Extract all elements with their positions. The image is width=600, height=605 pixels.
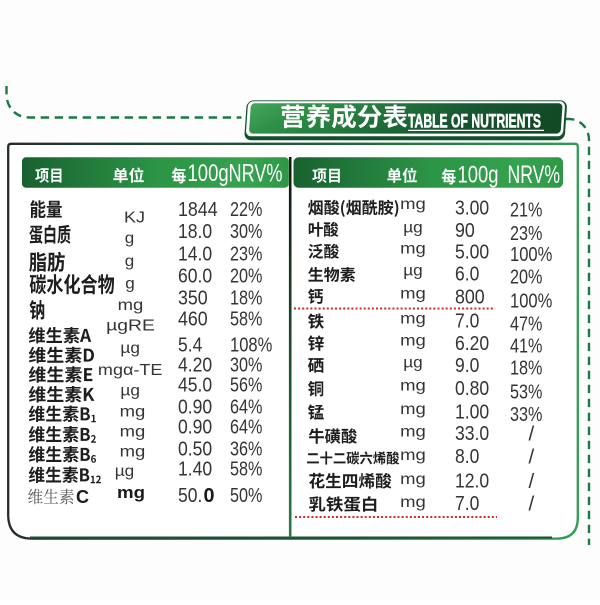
svg-text:mg: mg bbox=[400, 196, 426, 213]
svg-text:0.80: 0.80 bbox=[455, 377, 489, 400]
svg-text:mg: mg bbox=[120, 423, 146, 440]
svg-text:/: / bbox=[529, 446, 535, 469]
svg-text:18%: 18% bbox=[510, 357, 542, 380]
svg-text:/: / bbox=[529, 470, 535, 493]
svg-text:58%: 58% bbox=[230, 308, 262, 331]
svg-text:mg: mg bbox=[400, 423, 426, 440]
svg-text:0: 0 bbox=[204, 484, 215, 507]
svg-text:14.0: 14.0 bbox=[178, 243, 212, 266]
svg-text:mg: mg bbox=[400, 310, 426, 327]
svg-text:6.20: 6.20 bbox=[455, 332, 489, 355]
svg-text:µg: µg bbox=[403, 219, 423, 236]
svg-text:0.90: 0.90 bbox=[178, 415, 212, 438]
svg-text:mg: mg bbox=[400, 240, 426, 257]
svg-text:53%: 53% bbox=[510, 381, 542, 404]
svg-text:30%: 30% bbox=[230, 220, 262, 243]
svg-text:21%: 21% bbox=[510, 199, 542, 222]
svg-text:33%: 33% bbox=[510, 403, 542, 426]
svg-text:5.4: 5.4 bbox=[178, 334, 202, 357]
svg-text:36%: 36% bbox=[230, 437, 262, 460]
svg-text:/: / bbox=[529, 493, 535, 516]
svg-text:18.0: 18.0 bbox=[178, 220, 212, 243]
svg-text:1844: 1844 bbox=[178, 198, 218, 221]
svg-text:33.0: 33.0 bbox=[455, 422, 489, 445]
svg-text:22%: 22% bbox=[230, 198, 262, 221]
svg-text:mg: mg bbox=[117, 483, 145, 502]
svg-text:58%: 58% bbox=[230, 457, 262, 480]
svg-text:50.: 50. bbox=[178, 484, 202, 507]
svg-text:56%: 56% bbox=[230, 373, 262, 396]
svg-text:64%: 64% bbox=[230, 415, 262, 438]
svg-text:g: g bbox=[125, 230, 135, 247]
svg-text:mg: mg bbox=[120, 443, 146, 460]
svg-text:µg: µg bbox=[115, 463, 135, 480]
svg-text:mg: mg bbox=[400, 285, 426, 302]
svg-text:µg: µg bbox=[403, 262, 423, 279]
svg-text:g: g bbox=[125, 275, 135, 292]
svg-text:30%: 30% bbox=[230, 353, 262, 376]
svg-text:23%: 23% bbox=[230, 243, 262, 266]
svg-text:12.0: 12.0 bbox=[455, 470, 489, 493]
svg-text:TABLE OF NUTRIENTS: TABLE OF NUTRIENTS bbox=[408, 112, 541, 133]
svg-text:7.0: 7.0 bbox=[455, 492, 479, 515]
svg-text:7.0: 7.0 bbox=[455, 310, 479, 333]
svg-text:0.50: 0.50 bbox=[178, 437, 212, 460]
svg-text:mg: mg bbox=[120, 403, 146, 420]
svg-text:60.0: 60.0 bbox=[178, 264, 212, 287]
svg-text:mg: mg bbox=[118, 297, 144, 314]
svg-text:mgα-TE: mgα-TE bbox=[98, 362, 163, 379]
svg-text:9.0: 9.0 bbox=[455, 354, 479, 377]
svg-text:mg: mg bbox=[400, 332, 426, 349]
svg-text:1.40: 1.40 bbox=[178, 457, 212, 480]
svg-text:NRV%: NRV% bbox=[229, 159, 283, 187]
svg-text:20%: 20% bbox=[230, 264, 262, 287]
svg-text:800: 800 bbox=[455, 286, 485, 309]
svg-text:0.90: 0.90 bbox=[178, 395, 212, 418]
svg-text:mg: mg bbox=[400, 494, 426, 511]
svg-text:6.0: 6.0 bbox=[455, 263, 479, 286]
svg-text:4.20: 4.20 bbox=[178, 353, 212, 376]
svg-text:C: C bbox=[76, 487, 89, 507]
svg-text:64%: 64% bbox=[230, 395, 262, 418]
svg-text:8.0: 8.0 bbox=[455, 445, 479, 468]
svg-text:100%: 100% bbox=[510, 243, 552, 266]
svg-text:90: 90 bbox=[455, 219, 475, 242]
svg-text:NRV%: NRV% bbox=[508, 161, 561, 189]
svg-text:108%: 108% bbox=[230, 334, 272, 357]
svg-text:41%: 41% bbox=[510, 335, 542, 358]
svg-text:460: 460 bbox=[178, 308, 208, 331]
svg-text:18%: 18% bbox=[230, 286, 262, 309]
svg-text:5.00: 5.00 bbox=[455, 241, 489, 264]
svg-text:µg: µg bbox=[120, 382, 140, 399]
svg-text:20%: 20% bbox=[510, 266, 542, 289]
svg-text:50%: 50% bbox=[230, 484, 262, 507]
svg-text:g: g bbox=[125, 253, 135, 270]
svg-text:100%: 100% bbox=[510, 290, 552, 313]
svg-text:23%: 23% bbox=[510, 222, 542, 245]
svg-text:47%: 47% bbox=[510, 313, 542, 336]
svg-text:mg: mg bbox=[400, 447, 426, 464]
svg-text:µgRE: µgRE bbox=[106, 317, 155, 334]
svg-text:3.00: 3.00 bbox=[455, 197, 489, 220]
svg-text:/: / bbox=[529, 423, 535, 446]
svg-text:350: 350 bbox=[178, 286, 208, 309]
svg-text:µg: µg bbox=[120, 340, 140, 357]
svg-text:µg: µg bbox=[403, 354, 423, 371]
svg-text:mg: mg bbox=[400, 377, 426, 394]
svg-text:45.0: 45.0 bbox=[178, 373, 212, 396]
svg-text:100g: 100g bbox=[188, 160, 229, 187]
svg-text:mg: mg bbox=[400, 401, 426, 418]
svg-text:KJ: KJ bbox=[124, 209, 145, 226]
svg-text:100g: 100g bbox=[458, 162, 499, 189]
svg-text:1.00: 1.00 bbox=[455, 401, 489, 424]
svg-text:mg: mg bbox=[400, 471, 426, 488]
